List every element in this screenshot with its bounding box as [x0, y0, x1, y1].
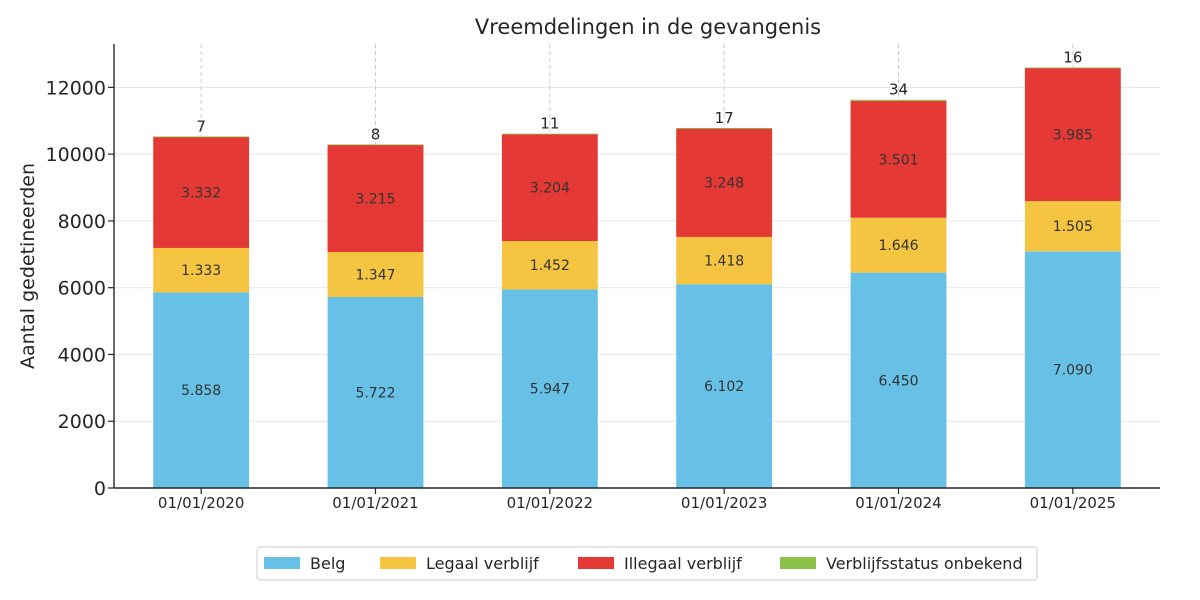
y-axis-label: Aantal gedetineerden — [17, 163, 39, 369]
bar-segment — [327, 144, 424, 146]
bar-segment — [1024, 67, 1121, 69]
legend-swatch — [380, 557, 416, 569]
y-tick-label: 8000 — [58, 211, 106, 233]
legend-label: Illegaal verblijf — [624, 554, 742, 573]
gridlines — [114, 44, 1160, 488]
segment-value-label: 6.102 — [704, 379, 744, 395]
segment-value-label: 1.452 — [530, 258, 570, 274]
legend-label: Legaal verblijf — [426, 554, 539, 573]
segment-value-label: 5.947 — [530, 382, 570, 398]
y-tick-label: 2000 — [58, 411, 106, 433]
x-tick-label: 01/01/2023 — [681, 494, 767, 512]
bar-segment — [1024, 201, 1121, 252]
segment-value-label: 3.332 — [181, 185, 221, 201]
y-tick-label: 6000 — [58, 278, 106, 300]
bar-segment — [501, 289, 598, 488]
x-tick-label: 01/01/2025 — [1030, 494, 1116, 512]
bar-segment — [850, 99, 947, 101]
segment-value-label: 5.722 — [355, 385, 395, 401]
x-tick-label: 01/01/2022 — [507, 494, 593, 512]
legend-swatch — [264, 557, 300, 569]
segment-value-label: 1.333 — [181, 263, 221, 279]
segment-value-label: 1.646 — [878, 238, 918, 254]
bar-segment — [676, 128, 773, 237]
bar-segment — [676, 236, 773, 285]
bar-segment — [850, 217, 947, 273]
legend-label: Verblijfsstatus onbekend — [826, 554, 1023, 573]
bar-segment — [676, 127, 773, 129]
bar-segment — [1024, 68, 1121, 202]
x-tick-label: 01/01/2021 — [332, 494, 418, 512]
segment-value-label: 8 — [371, 125, 381, 143]
bar-segment — [153, 247, 250, 293]
segment-value-label: 16 — [1063, 49, 1082, 67]
legend-swatch — [578, 557, 614, 569]
bar-segment — [501, 133, 598, 135]
bar-segment — [153, 136, 250, 138]
segment-value-label: 3.215 — [355, 191, 395, 207]
bar-segment — [327, 252, 424, 297]
segment-value-label: 34 — [889, 81, 908, 99]
y-tick-label: 10000 — [46, 144, 106, 166]
segment-value-label: 1.418 — [704, 254, 744, 270]
bar-segment — [327, 144, 424, 253]
legend-label: Belg — [310, 554, 345, 573]
segment-value-label: 3.501 — [878, 152, 918, 168]
segment-value-label: 1.347 — [355, 267, 395, 283]
bar-segment — [850, 272, 947, 488]
segment-value-label: 7.090 — [1053, 363, 1093, 379]
x-tick-label: 01/01/2024 — [855, 494, 941, 512]
segment-value-label: 3.985 — [1053, 128, 1093, 144]
bar-segment — [153, 136, 250, 248]
segment-value-label: 5.858 — [181, 383, 221, 399]
y-tick-label: 12000 — [46, 77, 106, 99]
bar-segment — [501, 134, 598, 241]
segment-value-label: 6.450 — [878, 373, 918, 389]
axes: 0 2000 4000 6000 8000 10000 12000 01/01/2020 01/… — [46, 44, 1160, 512]
bar-segment — [153, 292, 250, 488]
segment-value-label: 11 — [540, 115, 559, 133]
y-tick-label: 0 — [94, 478, 106, 500]
legend-box — [256, 546, 1038, 581]
bar-segment — [501, 240, 598, 290]
bar-segment — [676, 284, 773, 488]
segment-value-label: 3.248 — [704, 176, 744, 192]
bar-segment — [327, 296, 424, 488]
bar-segment — [850, 100, 947, 218]
segment-value-label: 3.204 — [530, 181, 570, 197]
legend-swatch — [780, 557, 816, 569]
x-tick-label: 01/01/2020 — [158, 494, 244, 512]
legend: Belg Legaal verblijf Illegaal verblijf Verb… — [256, 546, 1038, 581]
segment-value-label: 7 — [196, 117, 206, 135]
bars: 5.858 1.333 3.332 7 5.722 1.347 3.215 8 5.947 1.4… — [153, 49, 1121, 488]
bar-segment — [1024, 251, 1121, 488]
chart-title: Vreemdelingen in de gevangenis — [475, 15, 821, 39]
y-tick-label: 4000 — [58, 344, 106, 366]
segment-value-label: 1.505 — [1053, 219, 1093, 235]
segment-value-label: 17 — [715, 109, 734, 127]
